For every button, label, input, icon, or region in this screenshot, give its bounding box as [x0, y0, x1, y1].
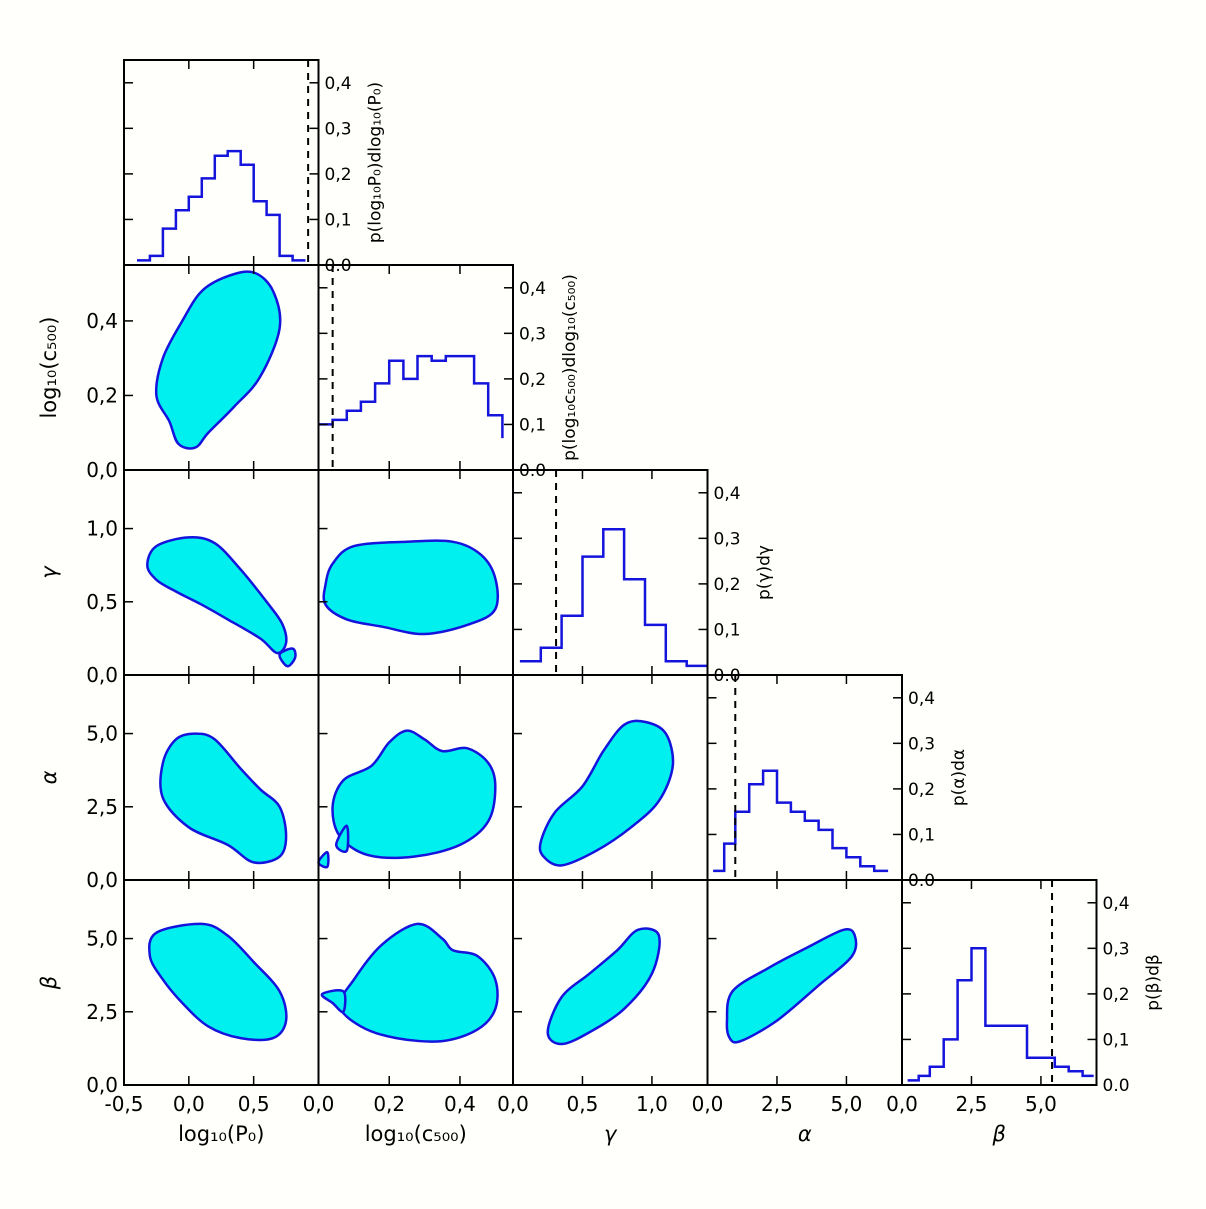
hist-tick-label-4-4: 0,4 [1103, 894, 1130, 914]
hist-tick-label-1-2: 0,2 [519, 370, 546, 390]
x-axis-label-p0: log₁₀(P₀) [178, 1122, 264, 1146]
hist-axis-label-c500: p(log₁₀c₅₀₀)dlog₁₀(c₅₀₀) [560, 274, 580, 461]
contour-island-1 [317, 850, 330, 869]
y-tick-label-c500-0: 0,0 [86, 458, 118, 482]
contour-alpha-vs-gamma [538, 719, 675, 867]
y-tick-label-alpha-0: 0,0 [86, 868, 118, 892]
panel-frame-4-4 [901, 879, 1098, 1086]
x-tick-label-beta-0: 0,0 [886, 1092, 918, 1116]
y-axis-label-c500: log₁₀(c₅₀₀) [37, 316, 61, 418]
x-tick-label-gamma-2: 1,0 [636, 1092, 668, 1116]
x-tick-label-p0-1: 0,0 [173, 1092, 205, 1116]
histogram-alpha [713, 769, 889, 873]
hist-axis-label-p0: p(log₁₀P₀)dlog₁₀(P₀) [366, 82, 386, 243]
y-tick-label-beta-0: 0,0 [86, 1073, 118, 1097]
hist-tick-label-1-0: 0.0 [519, 461, 546, 481]
x-tick-label-gamma-1: 0,5 [567, 1092, 599, 1116]
contour-island-2 [334, 824, 350, 853]
hist-tick-label-2-1: 0,1 [714, 620, 741, 640]
y-tick-label-gamma-0: 0,0 [86, 663, 118, 687]
y-tick-label-c500-1: 0,2 [86, 383, 118, 407]
x-tick-label-p0-0: -0,5 [104, 1092, 143, 1116]
hist-tick-label-3-4: 0,4 [908, 689, 935, 709]
x-tick-label-alpha-1: 2,5 [761, 1092, 793, 1116]
x-tick-label-c500-0: 0,0 [303, 1092, 335, 1116]
hist-tick-label-4-2: 0,2 [1103, 985, 1130, 1005]
histogram-p0 [137, 149, 306, 262]
contour-island-3 [320, 989, 347, 1014]
hist-axis-label-beta: p(β)dβ [1144, 954, 1164, 1011]
hist-tick-label-2-0: 0.0 [714, 666, 741, 686]
x-tick-label-gamma-0: 0,0 [497, 1092, 529, 1116]
contour-alpha-vs-c500 [331, 729, 497, 860]
y-tick-label-c500-2: 0,4 [86, 309, 118, 333]
contour-beta-vs-alpha [725, 928, 858, 1044]
contour-island-0 [278, 647, 297, 668]
hist-tick-label-2-2: 0,2 [714, 575, 741, 595]
hist-axis-label-gamma: p(γ)dγ [755, 545, 775, 600]
y-tick-label-beta-2: 5,0 [86, 927, 118, 951]
y-axis-label-gamma: γ [37, 565, 61, 579]
x-tick-label-beta-1: 2,5 [956, 1092, 988, 1116]
hist-tick-label-3-0: 0.0 [908, 871, 935, 891]
x-tick-label-alpha-2: 5,0 [831, 1092, 863, 1116]
hist-tick-label-4-3: 0,3 [1103, 939, 1130, 959]
hist-tick-label-4-1: 0,1 [1103, 1030, 1130, 1050]
hist-tick-label-3-3: 0,3 [908, 734, 935, 754]
histogram-gamma [519, 527, 708, 668]
histogram-beta [907, 947, 1094, 1082]
x-axis-label-beta: β [992, 1122, 1006, 1146]
contour-c500-vs-p0 [154, 270, 282, 450]
hist-tick-label-2-4: 0,4 [714, 484, 741, 504]
contour-beta-vs-c500 [338, 922, 499, 1043]
y-tick-label-alpha-1: 2,5 [86, 795, 118, 819]
y-tick-label-gamma-2: 1,0 [86, 517, 118, 541]
x-axis-label-gamma: γ [604, 1122, 618, 1146]
hist-tick-label-0-2: 0,2 [325, 165, 352, 185]
hist-tick-label-0-4: 0,4 [325, 74, 352, 94]
hist-axis-label-alpha: p(α)dα [949, 749, 969, 806]
x-tick-label-beta-2: 5,0 [1025, 1092, 1057, 1116]
hist-tick-label-2-3: 0,3 [714, 529, 741, 549]
contour-gamma-vs-p0 [146, 536, 288, 655]
hist-tick-label-4-0: 0.0 [1103, 1076, 1130, 1096]
hist-tick-label-3-2: 0,2 [908, 780, 935, 800]
contour-beta-vs-gamma [546, 927, 661, 1046]
contour-alpha-vs-p0 [159, 732, 288, 865]
y-tick-label-beta-1: 2,5 [86, 1000, 118, 1024]
hist-tick-label-0-3: 0,3 [325, 119, 352, 139]
x-tick-label-c500-1: 0,2 [373, 1092, 405, 1116]
contour-beta-vs-p0 [147, 922, 288, 1042]
hist-tick-label-0-1: 0,1 [325, 210, 352, 230]
x-axis-label-alpha: α [798, 1122, 812, 1146]
hist-tick-label-1-3: 0,3 [519, 324, 546, 344]
contour-gamma-vs-c500 [322, 539, 499, 636]
hist-tick-label-3-1: 0,1 [908, 825, 935, 845]
y-axis-label-alpha: α [37, 770, 61, 784]
hist-tick-label-0-0: 0.0 [325, 256, 352, 276]
x-tick-label-p0-2: 0,5 [238, 1092, 270, 1116]
y-tick-label-alpha-2: 5,0 [86, 722, 118, 746]
hist-tick-label-1-4: 0,4 [519, 279, 546, 299]
y-axis-label-beta: β [37, 976, 61, 990]
x-axis-label-c500: log₁₀(c₅₀₀) [365, 1122, 467, 1146]
histogram-c500 [318, 354, 504, 439]
x-tick-label-c500-2: 0,4 [444, 1092, 476, 1116]
y-tick-label-gamma-1: 0,5 [86, 590, 118, 614]
x-tick-label-alpha-0: 0,0 [692, 1092, 724, 1116]
hist-tick-label-1-1: 0,1 [519, 415, 546, 435]
